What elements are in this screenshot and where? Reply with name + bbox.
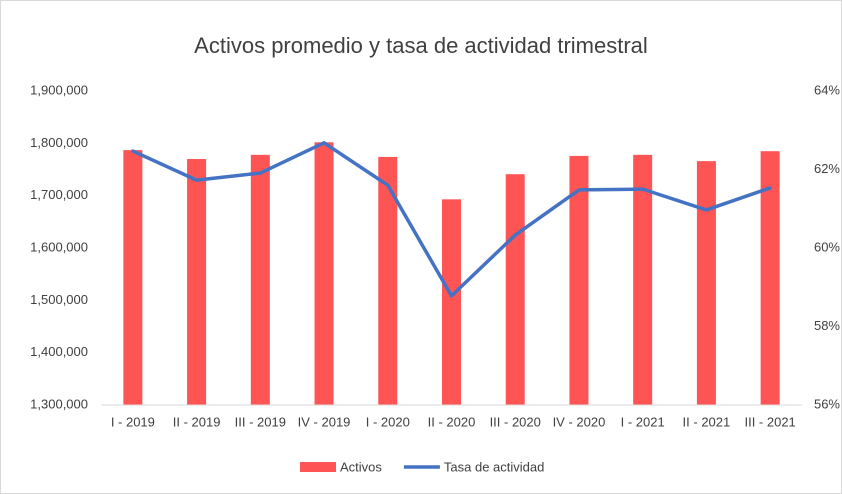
bar (760, 151, 780, 405)
y-tick-label: 1,900,000 (30, 82, 88, 97)
x-tick-label: III - 2021 (744, 414, 795, 429)
legend-label: Tasa de actividad (444, 459, 544, 474)
bar (250, 154, 270, 405)
bar (378, 156, 398, 405)
x-tick-label: II - 2020 (428, 414, 476, 429)
y-tick-label: 1,700,000 (30, 187, 88, 202)
y-tick-label: 1,600,000 (30, 239, 88, 254)
y-tick-label: 1,500,000 (30, 292, 88, 307)
x-tick-label: I - 2021 (621, 414, 665, 429)
bar (123, 150, 143, 405)
line (131, 141, 772, 298)
x-tick-label: IV - 2019 (298, 414, 351, 429)
x-tick-label: IV - 2020 (553, 414, 606, 429)
x-tick-label: I - 2020 (366, 414, 410, 429)
bar (505, 174, 525, 405)
y2-tick-label: 64% (814, 82, 840, 97)
y-tick-label: 1,300,000 (30, 396, 88, 411)
y-tick-label: 1,400,000 (30, 344, 88, 359)
x-tick-label: I - 2019 (111, 414, 155, 429)
y2-tick-label: 60% (814, 239, 840, 254)
bar (569, 155, 589, 405)
y2-tick-label: 56% (814, 396, 840, 411)
bar (314, 142, 334, 405)
x-tick-label: III - 2019 (235, 414, 286, 429)
y-tick-label: 1,800,000 (30, 135, 88, 150)
legend-label: Activos (340, 459, 382, 474)
x-tick-label: III - 2020 (490, 414, 541, 429)
x-tick-label: II - 2019 (173, 414, 221, 429)
legend-swatch (300, 462, 336, 472)
chart-title: Activos promedio y tasa de actividad tri… (194, 33, 648, 58)
bar (442, 199, 461, 405)
bar (187, 159, 207, 405)
x-tick-label: II - 2021 (683, 414, 731, 429)
bar (633, 154, 653, 405)
y2-tick-label: 62% (814, 161, 840, 176)
y2-tick-label: 58% (814, 318, 840, 333)
bar (696, 161, 716, 405)
